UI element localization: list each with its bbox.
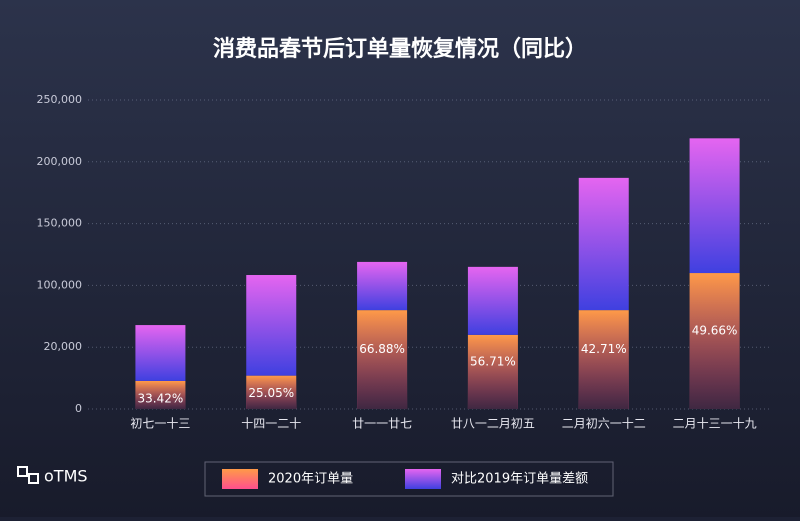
bar-fade (689, 273, 740, 409)
bar-fade (246, 375, 297, 409)
x-tick-label: 二月十三一十九 (673, 417, 757, 431)
legend-label: 2020年订单量 (268, 472, 353, 487)
y-tick-label: 0 (75, 402, 82, 415)
legend-box (204, 461, 614, 497)
data-label: 42.71% (581, 342, 627, 356)
legend-swatch (222, 469, 258, 489)
brand: oTMS (44, 467, 88, 486)
bar-fade (357, 310, 408, 409)
data-label: 49.66% (692, 324, 738, 338)
x-tick-label: 初七一十三 (130, 417, 190, 431)
logo-icon (28, 473, 39, 484)
logo-icon (17, 466, 28, 477)
legend-swatch (405, 469, 441, 489)
data-label: 33.42% (138, 391, 184, 405)
bar-fade (578, 310, 629, 409)
y-tick-label: 200,000 (37, 155, 83, 168)
bar-fade (467, 334, 518, 409)
bar-segment (246, 275, 297, 376)
bar-segment (357, 261, 408, 311)
chart-title: 消费品春节后订单量恢复情况（同比） (213, 36, 587, 62)
data-label: 66.88% (359, 342, 405, 356)
bar-fade (135, 380, 186, 409)
data-label: 25.05% (248, 386, 294, 400)
bar-segment (135, 325, 186, 381)
bar-segment (689, 138, 740, 274)
y-tick-label: 20,000 (44, 340, 83, 353)
y-tick-label: 150,000 (37, 217, 83, 230)
x-tick-label: 十四一二十 (241, 417, 301, 431)
y-tick-label: 250,000 (37, 93, 83, 106)
bar-segment (467, 266, 518, 335)
data-label: 56.71% (470, 354, 516, 368)
bar-segment (578, 177, 629, 311)
y-tick-label: 100,000 (37, 278, 83, 291)
logo: oTMS (17, 466, 88, 486)
x-tick-label: 二月初六一十二 (562, 417, 646, 431)
x-tick-label: 廿一一廿七 (352, 417, 412, 431)
x-tick-label: 廿八一二月初五 (451, 417, 535, 431)
legend-label: 对比2019年订单量差额 (451, 472, 588, 487)
